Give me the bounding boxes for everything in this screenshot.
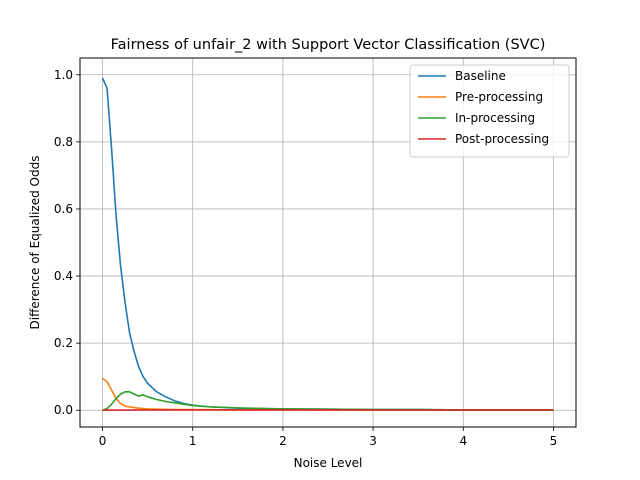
legend-label-post-processing: Post-processing — [455, 132, 549, 146]
chart-title: Fairness of unfair_2 with Support Vector… — [111, 37, 546, 53]
plot-frame — [79, 57, 577, 428]
y-tick-label: 0.2 — [54, 336, 73, 350]
y-tick-label: 0.0 — [54, 403, 73, 417]
x-tick-label: 4 — [459, 434, 467, 448]
ticks: 0 1 2 3 4 5 0.0 0.2 0.4 0.6 0.8 1.0 — [54, 68, 557, 448]
y-tick-label: 0.6 — [54, 202, 73, 216]
x-tick-label: 5 — [550, 434, 558, 448]
legend: Baseline Pre-processing In-processing Post-… — [409, 64, 570, 158]
y-axis-label: Difference of Equalized Odds — [28, 156, 42, 330]
x-tick-label: 1 — [189, 434, 197, 448]
legend-label-baseline: Baseline — [455, 69, 506, 83]
y-tick-label: 0.8 — [54, 135, 73, 149]
x-axis-label: Noise Level — [294, 456, 363, 470]
x-tick-label: 3 — [369, 434, 377, 448]
x-tick-label: 0 — [99, 434, 107, 448]
y-tick-label: 1.0 — [54, 68, 73, 82]
legend-label-in-processing: In-processing — [455, 111, 535, 125]
legend-box — [409, 64, 570, 158]
legend-label-pre-processing: Pre-processing — [455, 90, 543, 104]
series-layer — [101, 77, 554, 412]
y-tick-label: 0.4 — [54, 269, 73, 283]
x-tick-label: 2 — [279, 434, 287, 448]
